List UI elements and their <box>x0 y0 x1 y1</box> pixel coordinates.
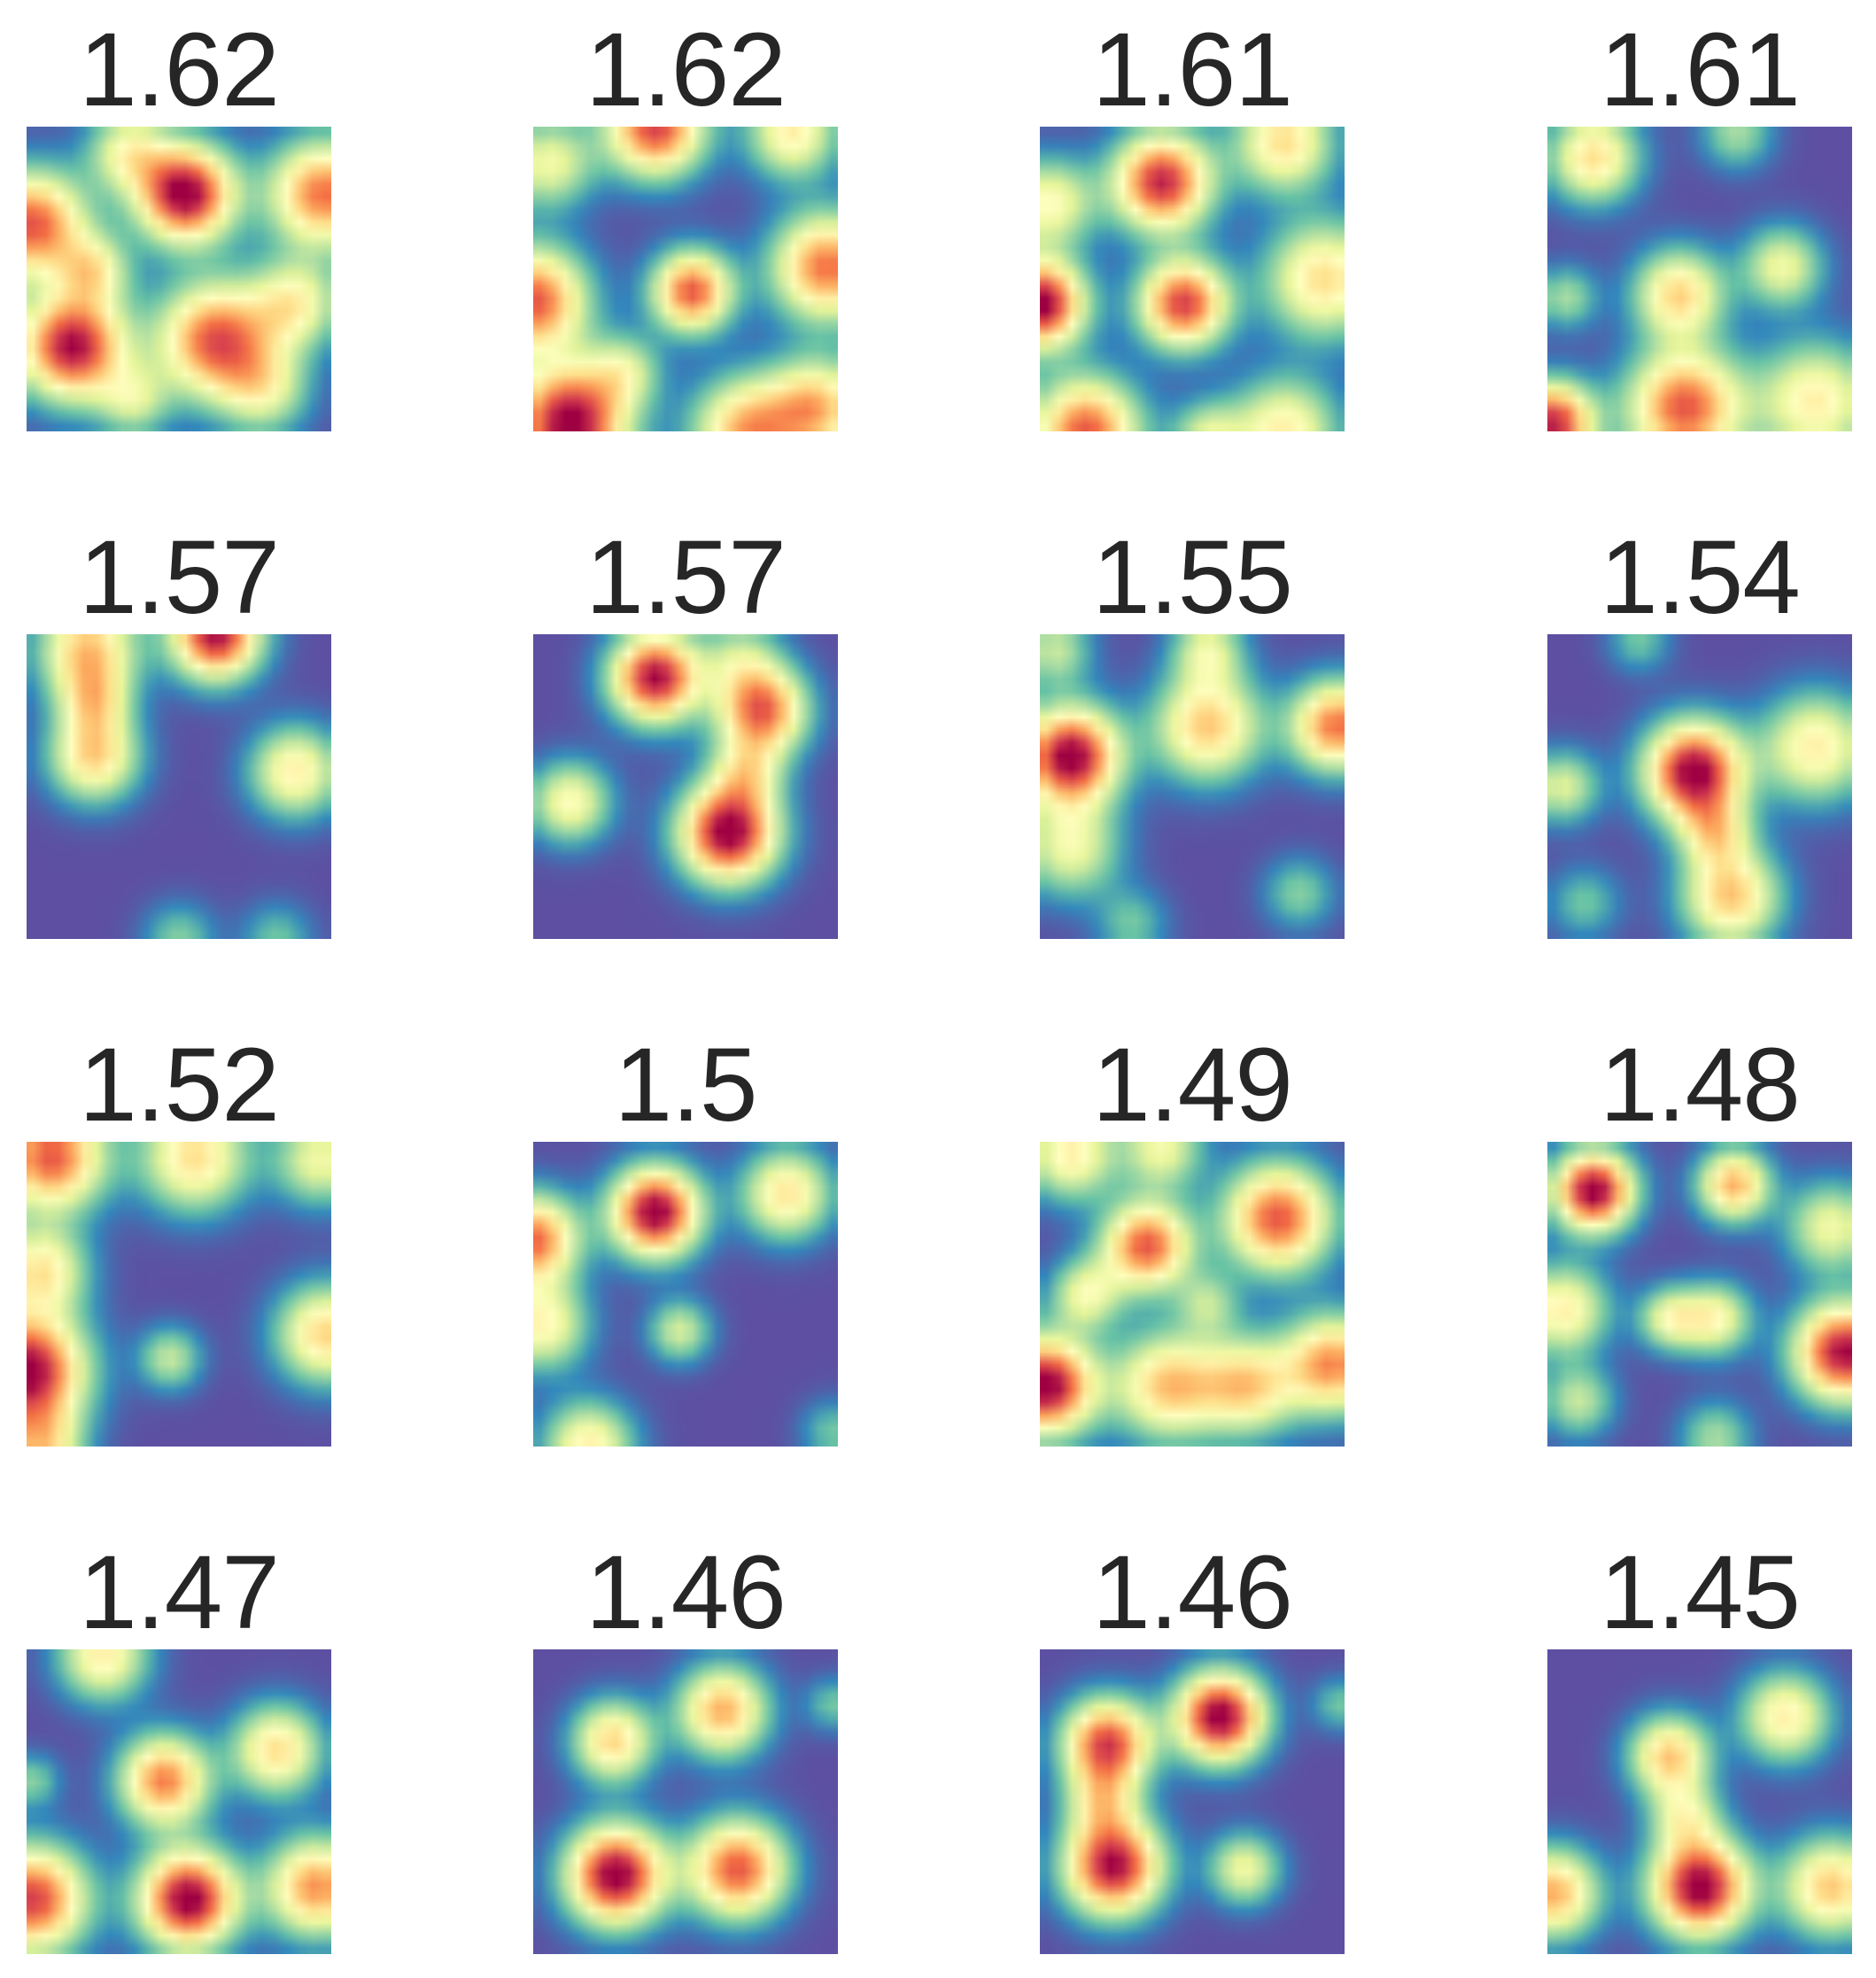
heatmap-panel: 1.61 <box>1040 18 1345 431</box>
panel-title: 1.62 <box>79 12 280 128</box>
panel-title: 1.46 <box>1092 1534 1293 1651</box>
heatmap-image <box>1547 127 1852 431</box>
heatmap-image <box>1547 1649 1852 1954</box>
heatmap-panel: 1.55 <box>1040 525 1345 939</box>
heatmap-panel: 1.45 <box>1547 1540 1852 1954</box>
heatmap-image <box>1040 1142 1345 1447</box>
heatmap-panel: 1.47 <box>27 1540 331 1954</box>
heatmap-image <box>533 634 838 939</box>
heatmap-image <box>1040 127 1345 431</box>
heatmap-image <box>27 634 331 939</box>
panel-title: 1.48 <box>1600 1027 1801 1144</box>
panel-title: 1.57 <box>585 519 787 636</box>
heatmap-panel: 1.46 <box>1040 1540 1345 1954</box>
panel-title: 1.46 <box>585 1534 787 1651</box>
heatmap-panel: 1.49 <box>1040 1033 1345 1447</box>
heatmap-image <box>533 127 838 431</box>
panel-title: 1.49 <box>1092 1027 1293 1144</box>
panel-title: 1.52 <box>79 1027 280 1144</box>
panel-title: 1.45 <box>1600 1534 1801 1651</box>
heatmap-image <box>1547 1142 1852 1447</box>
heatmap-panel: 1.61 <box>1547 18 1852 431</box>
panel-title: 1.47 <box>79 1534 280 1651</box>
heatmap-panel: 1.52 <box>27 1033 331 1447</box>
heatmap-image <box>1040 1649 1345 1954</box>
panel-title: 1.61 <box>1092 12 1293 128</box>
heatmap-image <box>27 1649 331 1954</box>
panel-title: 1.61 <box>1600 12 1801 128</box>
heatmap-panel: 1.57 <box>27 525 331 939</box>
heatmap-panel: 1.62 <box>533 18 838 431</box>
heatmap-image <box>533 1649 838 1954</box>
heatmap-panel: 1.62 <box>27 18 331 431</box>
panel-title: 1.62 <box>585 12 787 128</box>
heatmap-image <box>1040 634 1345 939</box>
heatmap-panel: 1.57 <box>533 525 838 939</box>
heatmap-panel: 1.54 <box>1547 525 1852 939</box>
panel-title: 1.55 <box>1092 519 1293 636</box>
heatmap-image <box>27 1142 331 1447</box>
panel-title: 1.57 <box>79 519 280 636</box>
heatmap-panel: 1.5 <box>533 1033 838 1447</box>
panel-title: 1.5 <box>614 1027 757 1144</box>
heatmap-image <box>533 1142 838 1447</box>
heatmap-image <box>27 127 331 431</box>
heatmap-image <box>1547 634 1852 939</box>
panel-title: 1.54 <box>1600 519 1801 636</box>
heatmap-panel: 1.48 <box>1547 1033 1852 1447</box>
heatmap-panel: 1.46 <box>533 1540 838 1954</box>
